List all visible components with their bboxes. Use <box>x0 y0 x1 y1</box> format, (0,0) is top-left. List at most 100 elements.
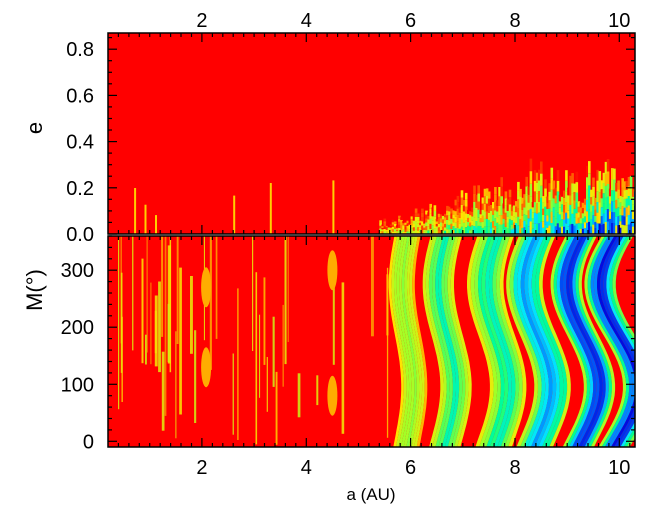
heatmap-cell <box>404 227 407 230</box>
heatmap-cell <box>379 231 382 234</box>
heatmap-cell <box>569 214 572 225</box>
heatmap-cell <box>517 216 520 226</box>
heatmap-cell <box>458 223 462 229</box>
heatmap-cell <box>383 221 387 224</box>
heatmap-cell <box>540 221 543 234</box>
heatmap-cell <box>448 206 451 212</box>
heatmap-cell <box>604 210 608 222</box>
heatmap-cell <box>588 161 591 174</box>
heatmap-cell <box>596 202 599 213</box>
heatmap-cell <box>535 223 539 234</box>
heatmap-cell <box>500 196 503 206</box>
heatmap-cell <box>592 187 595 197</box>
heatmap-cell <box>458 212 462 218</box>
heatmap-cell <box>611 179 614 191</box>
heatmap-cell <box>515 201 518 207</box>
y-tick-label: 0.0 <box>66 224 94 246</box>
heatmap-cell <box>387 227 391 230</box>
heatmap-cell <box>494 210 497 219</box>
heatmap-cell <box>581 223 585 229</box>
heatmap-cell <box>389 229 393 231</box>
heatmap-cell <box>462 222 466 229</box>
heatmap-cell <box>389 227 393 230</box>
heatmap-cell <box>419 220 422 223</box>
heatmap-cell <box>444 223 447 228</box>
heatmap-streak <box>161 351 165 431</box>
heatmap-cell <box>400 222 403 226</box>
heatmap-cell <box>606 209 610 222</box>
heatmap-cell <box>410 231 414 234</box>
heatmap-cell <box>604 161 608 174</box>
heatmap-cell <box>627 186 631 196</box>
heatmap-cell <box>594 197 597 204</box>
heatmap-cell <box>452 218 455 223</box>
heatmap-cell <box>496 205 499 212</box>
heatmap-cell <box>519 204 522 212</box>
libration-island <box>201 347 212 388</box>
heatmap-band <box>388 236 404 447</box>
heatmap-cell <box>452 214 455 219</box>
heatmap-cell <box>606 184 610 197</box>
heatmap-cell <box>573 192 576 201</box>
heatmap-cell <box>404 222 407 225</box>
heatmap-streak <box>252 236 254 351</box>
heatmap-cell <box>569 224 572 234</box>
heatmap-cell <box>546 215 549 222</box>
heatmap-cell <box>454 228 458 234</box>
heatmap-cell <box>594 203 597 210</box>
heatmap-cell <box>487 226 491 234</box>
heatmap-streak <box>141 258 144 364</box>
y-tick-label: 0.2 <box>66 178 94 200</box>
heatmap-cell <box>506 199 510 206</box>
x-tick-label: 6 <box>405 457 416 479</box>
heatmap-cell <box>425 214 428 219</box>
heatmap-cell <box>512 228 516 234</box>
heatmap-cell <box>471 225 474 230</box>
heatmap-streak <box>232 353 234 435</box>
heatmap-cell <box>583 228 587 234</box>
heatmap-cell <box>611 201 614 213</box>
heatmap-cell <box>594 222 597 228</box>
heatmap-cell <box>416 227 420 231</box>
heatmap-cell <box>627 196 631 206</box>
top-x-tick-labels: 2 4 6 8 10 <box>196 10 630 32</box>
heatmap-band <box>396 236 412 447</box>
heatmap-cell <box>477 201 480 210</box>
heatmap-cell <box>433 210 437 217</box>
heatmap-cell <box>600 189 604 199</box>
heatmap-cell <box>590 204 593 212</box>
heatmap-cell <box>540 161 543 174</box>
heatmap-cell <box>446 220 449 225</box>
heatmap-cell <box>458 217 462 224</box>
heatmap-cell <box>469 215 472 219</box>
heatmap-cell <box>456 202 460 209</box>
heatmap-cell <box>594 209 597 216</box>
heatmap-cell <box>396 228 399 230</box>
heatmap-streak <box>164 236 167 416</box>
heatmap-cell <box>592 196 595 206</box>
heatmap-cell <box>425 230 428 234</box>
heatmap-cell <box>552 225 556 234</box>
heatmap-cell <box>533 170 537 181</box>
heatmap-cell <box>431 220 435 226</box>
heatmap-cell <box>527 194 531 203</box>
heatmap-cell <box>540 197 543 210</box>
heatmap-cell <box>448 220 451 225</box>
heatmap-band <box>603 236 635 447</box>
heatmap-cell <box>594 215 597 222</box>
y-tick-label: 100 <box>61 374 94 396</box>
heatmap-cell <box>510 229 514 234</box>
heatmap-cell <box>402 223 405 226</box>
heatmap-cell <box>590 211 593 220</box>
heatmap-cell <box>391 226 395 230</box>
heatmap-cell <box>383 226 387 229</box>
heatmap-cell <box>479 214 483 219</box>
heatmap-cell <box>542 215 545 222</box>
heatmap-cell <box>613 190 616 202</box>
heatmap-cell <box>387 222 391 226</box>
heatmap-cell <box>479 218 483 223</box>
heatmap-cell <box>408 229 412 232</box>
heatmap-cell <box>419 222 422 226</box>
heatmap-streak <box>145 334 147 365</box>
top-heatmap <box>134 148 635 234</box>
